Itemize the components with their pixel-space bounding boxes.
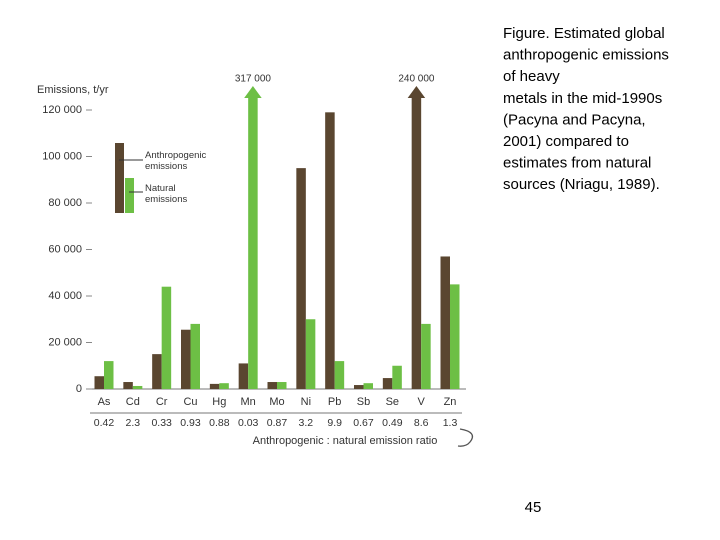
bar [277, 382, 287, 389]
ratio-value: 0.03 [238, 417, 259, 429]
bar [248, 96, 258, 390]
x-tick-label: Pb [328, 396, 341, 408]
bar [219, 383, 229, 389]
ratio-value: 2.3 [126, 417, 141, 429]
bar [190, 323, 200, 389]
bar [267, 382, 277, 389]
bar [161, 286, 172, 389]
bar [296, 168, 306, 389]
legend-label: Natural emissions [145, 183, 187, 205]
bar [392, 365, 402, 389]
ratio-curl [457, 428, 474, 447]
bar [421, 323, 431, 389]
bar [354, 385, 364, 389]
legend-swatch [125, 178, 134, 213]
ratio-value: 0.42 [94, 417, 115, 429]
y-tick-label: 20 000 [48, 336, 82, 348]
bar [325, 112, 335, 389]
x-tick-label: V [417, 396, 425, 408]
ratio-value: 0.87 [267, 417, 288, 429]
value-label: 317 000 [235, 74, 272, 85]
legend-label: Anthropogenic emissions [145, 150, 207, 172]
bar [305, 319, 316, 389]
overflow-arrow [244, 86, 262, 98]
bar [123, 382, 133, 389]
ratio-value: 0.93 [180, 417, 201, 429]
bar [363, 383, 373, 389]
caption-line: anthropogenic emissions [503, 47, 669, 64]
x-tick-label: Cd [126, 396, 140, 408]
bar [382, 378, 393, 389]
ratio-value: 1.3 [443, 417, 458, 429]
caption-line: (Pacyna and Pacyna, [503, 111, 646, 128]
y-tick-label: 80 000 [48, 197, 82, 209]
ratio-value: 0.49 [382, 417, 403, 429]
caption-line: 2001) compared to [503, 133, 629, 150]
x-tick-label: As [98, 396, 111, 408]
y-tick-label: 120 000 [42, 104, 82, 116]
ratio-label: Anthropogenic : natural emission ratio [253, 435, 438, 447]
bar [94, 376, 104, 389]
caption-line: of heavy [503, 68, 560, 85]
y-axis-label: Emissions, t/yr [37, 84, 109, 96]
x-tick-label: Cu [183, 396, 197, 408]
caption-line: estimates from natural [503, 155, 651, 172]
ratio-value: 3.2 [299, 417, 314, 429]
x-tick-label: Mn [241, 396, 256, 408]
x-tick-label: Se [386, 396, 399, 408]
bar [440, 256, 450, 389]
bar [334, 361, 345, 389]
caption-line: metals in the mid-1990s [503, 90, 662, 107]
bar [104, 361, 114, 389]
bar [411, 96, 422, 389]
bar [209, 383, 220, 389]
ratio-value: 9.9 [327, 417, 342, 429]
bar [450, 284, 460, 389]
x-tick-label: Sb [357, 396, 370, 408]
x-tick-label: Mo [269, 396, 284, 408]
page-number: 45 [525, 499, 542, 516]
bar [181, 329, 191, 389]
y-tick-label: 40 000 [48, 290, 82, 302]
legend-swatch [115, 143, 124, 213]
caption-line: Figure. Estimated global [503, 25, 665, 42]
x-tick-label: Zn [444, 396, 457, 408]
ratio-value: 0.33 [151, 417, 172, 429]
bar [152, 354, 162, 389]
x-tick-label: Cr [156, 396, 168, 408]
ratio-value: 0.67 [353, 417, 374, 429]
bar [238, 363, 249, 389]
value-label: 240 000 [398, 74, 435, 85]
x-tick-label: Ni [301, 396, 311, 408]
x-tick-label: Hg [212, 396, 226, 408]
overflow-arrow [407, 86, 426, 98]
bar [132, 385, 143, 389]
caption-line: sources (Nriagu, 1989). [503, 176, 660, 193]
y-tick-label: 0 [76, 383, 82, 395]
ratio-value: 8.6 [414, 417, 429, 429]
y-tick-label: 60 000 [48, 243, 82, 255]
y-tick-label: 100 000 [42, 150, 82, 162]
ratio-value: 0.88 [209, 417, 230, 429]
plot [94, 96, 460, 390]
